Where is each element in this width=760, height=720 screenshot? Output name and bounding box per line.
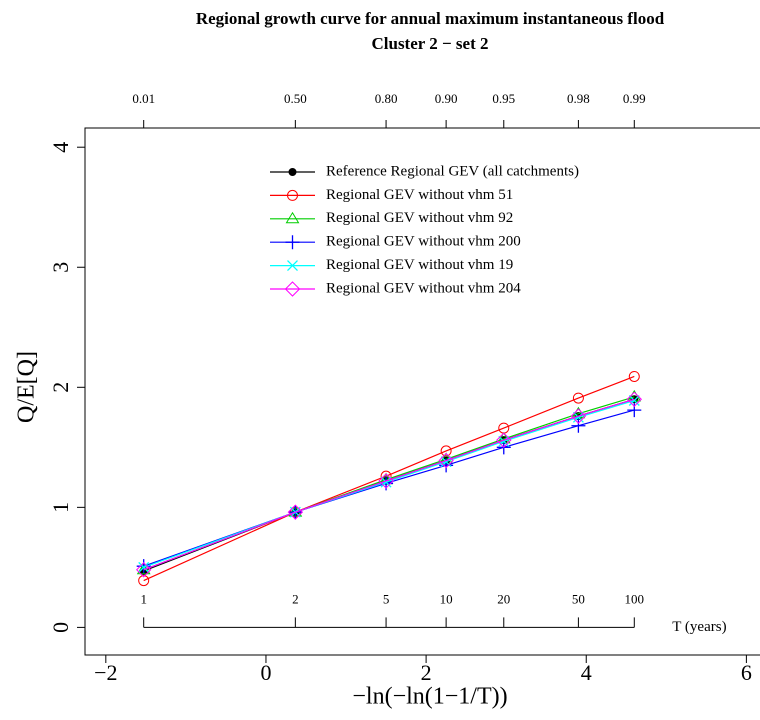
t-tick-label: 2 [292, 591, 299, 606]
data-point [571, 418, 586, 433]
legend-label: Regional GEV without vhm 19 [326, 257, 513, 273]
legend-label: Regional GEV without vhm 204 [326, 280, 521, 296]
data-point [440, 445, 452, 457]
legend-label: Regional GEV without vhm 51 [326, 187, 513, 203]
data-point [380, 476, 392, 488]
x-tick-label: 4 [581, 660, 592, 685]
top-tick-label: 0.01 [132, 91, 155, 106]
legend-marker [285, 235, 300, 250]
data-point [570, 408, 587, 424]
data-point [572, 411, 584, 423]
t-tick-label: 1 [140, 591, 147, 606]
x-tick-label: 0 [260, 660, 271, 685]
data-point [628, 370, 640, 382]
legend-label: Reference Regional GEV (all catchments) [326, 163, 579, 179]
top-tick-label: 0.95 [492, 91, 515, 106]
data-point [628, 395, 640, 406]
legend-marker [287, 260, 298, 272]
t-tick-label: 5 [383, 591, 390, 606]
y-tick-label: 1 [48, 502, 73, 513]
top-tick-label: 0.99 [623, 91, 646, 106]
data-point [627, 403, 642, 418]
t-tick-label: 20 [497, 591, 510, 606]
y-tick-label: 2 [48, 382, 73, 393]
x-tick-label: −2 [94, 660, 117, 685]
data-point [138, 561, 150, 573]
legend-marker [288, 168, 297, 176]
top-tick-label: 0.98 [567, 91, 590, 106]
data-point [498, 435, 510, 447]
y-tick-label: 4 [48, 142, 73, 153]
legend-marker [284, 281, 301, 297]
t-tick-label: 100 [625, 591, 645, 606]
top-tick-label: 0.50 [284, 91, 307, 106]
y-tick-label: 0 [48, 622, 73, 633]
x-tick-label: 2 [421, 660, 432, 685]
y-axis-label: Q/E[Q] [14, 351, 40, 423]
legend-label: Regional GEV without vhm 92 [326, 210, 513, 226]
data-point [438, 452, 454, 469]
chart-title: Regional growth curve for annual maximum… [196, 9, 665, 28]
data-point [440, 456, 452, 468]
chart-subtitle: Cluster 2 − set 2 [371, 34, 488, 53]
top-tick-label: 0.80 [375, 91, 398, 106]
data-point [572, 392, 584, 404]
data-point [496, 432, 512, 448]
t-axis-label: T (years) [672, 619, 726, 635]
x-tick-label: 6 [741, 660, 752, 685]
x-axis-label: −ln(−ln(1−1/T)) [352, 684, 507, 710]
t-tick-label: 50 [572, 591, 585, 606]
data-point [138, 575, 150, 587]
data-point [378, 473, 394, 489]
data-point [135, 562, 152, 578]
legend-label: Regional GEV without vhm 200 [326, 234, 521, 250]
plot-frame [84, 127, 760, 656]
legend-marker [287, 189, 298, 201]
data-point [287, 504, 304, 520]
top-tick-label: 0.90 [435, 91, 458, 106]
legend-marker [285, 211, 300, 224]
t-tick-label: 10 [440, 591, 453, 606]
data-point [626, 391, 642, 408]
y-tick-label: 3 [48, 262, 73, 273]
series-line [143, 398, 635, 571]
